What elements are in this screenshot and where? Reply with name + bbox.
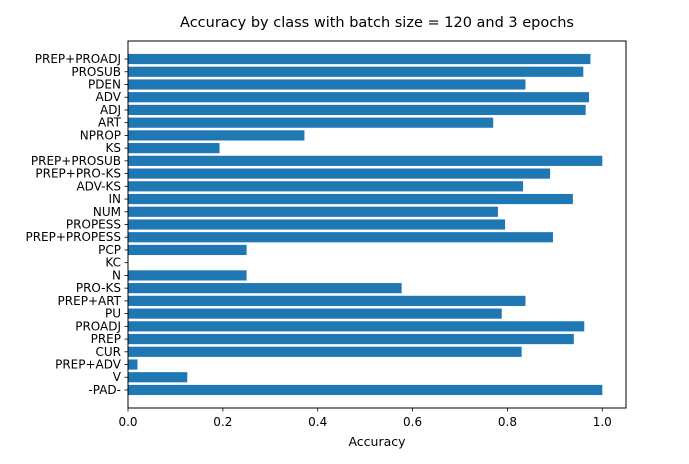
bar-PREP+PRO-KS [128,168,551,179]
x-tick-label: 0.2 [213,415,232,429]
bar-ADV-KS [128,181,524,192]
bar-KS [128,143,220,154]
y-tick-label: ART [98,116,122,130]
bar-N [128,270,247,281]
y-axis-ticks: -PAD-VPREP+ADVCURPREPPROADJPUPREP+ARTPRO… [25,52,128,397]
y-tick-label: ADV-KS [76,179,121,193]
x-tick-label: 0.4 [308,415,327,429]
y-tick-label: PREP+PROSUB [31,154,121,168]
bar-NUM [128,206,498,217]
y-tick-label: PRO-KS [76,281,121,295]
bar-ART [128,117,494,128]
bar-PREP+PROSUB [128,155,603,166]
y-tick-label: PDEN [88,77,121,91]
x-tick-label: 1.0 [593,415,612,429]
y-tick-label: ADJ [100,103,121,117]
y-tick-label: NUM [93,205,121,219]
chart-title: Accuracy by class with batch size = 120 … [180,15,574,31]
bar-PROPESS [128,219,506,230]
bar-V [128,372,188,383]
bar-NPROP [128,130,305,141]
y-tick-label: PREP+ART [58,294,122,308]
y-tick-label: PREP [91,332,121,346]
y-tick-label: CUR [96,345,122,359]
bars-group [128,53,603,396]
bar-PDEN [128,79,526,90]
y-tick-label: KC [105,256,121,270]
x-tick-label: 0.8 [498,415,517,429]
bar-PROSUB [128,66,584,77]
y-tick-label: -PAD- [88,383,121,397]
x-tick-label: 0.0 [118,415,137,429]
y-tick-label: PREP+ADV [55,358,122,372]
bar-PREP+ART [128,295,526,306]
y-tick-label: PROSUB [71,65,121,79]
y-tick-label: PREP+PROPESS [25,230,121,244]
y-tick-label: PREP+PROADJ [35,52,121,66]
bar-PROADJ [128,321,585,332]
x-axis-label: Accuracy [348,434,406,449]
bar-PU [128,308,502,319]
y-tick-label: PU [105,307,121,321]
bar-PRO-KS [128,283,402,294]
y-tick-label: N [112,268,121,282]
bar-PREP+PROPESS [128,232,553,243]
y-tick-label: PREP+PRO-KS [35,167,121,181]
bar--PAD- [128,384,603,396]
y-tick-label: PCP [98,243,121,257]
bar-ADV [128,92,590,103]
bar-PCP [128,244,247,256]
y-tick-label: KS [106,141,122,155]
y-tick-label: IN [108,192,121,206]
bar-PREP+PROADJ [128,53,591,65]
bar-PREP+ADV [128,359,138,370]
bar-ADJ [128,104,586,116]
x-axis-ticks: 0.0 0.2 0.4 0.6 0.8 1.0 [118,408,612,429]
y-tick-label: NPROP [80,128,121,142]
y-tick-label: PROADJ [75,319,121,333]
x-tick-label: 0.6 [403,415,422,429]
y-tick-label: PROPESS [66,218,121,232]
y-tick-label: ADV [96,90,122,104]
bar-CUR [128,346,522,357]
bar-PREP [128,333,574,345]
y-tick-label: V [113,370,122,384]
bar-IN [128,193,573,205]
